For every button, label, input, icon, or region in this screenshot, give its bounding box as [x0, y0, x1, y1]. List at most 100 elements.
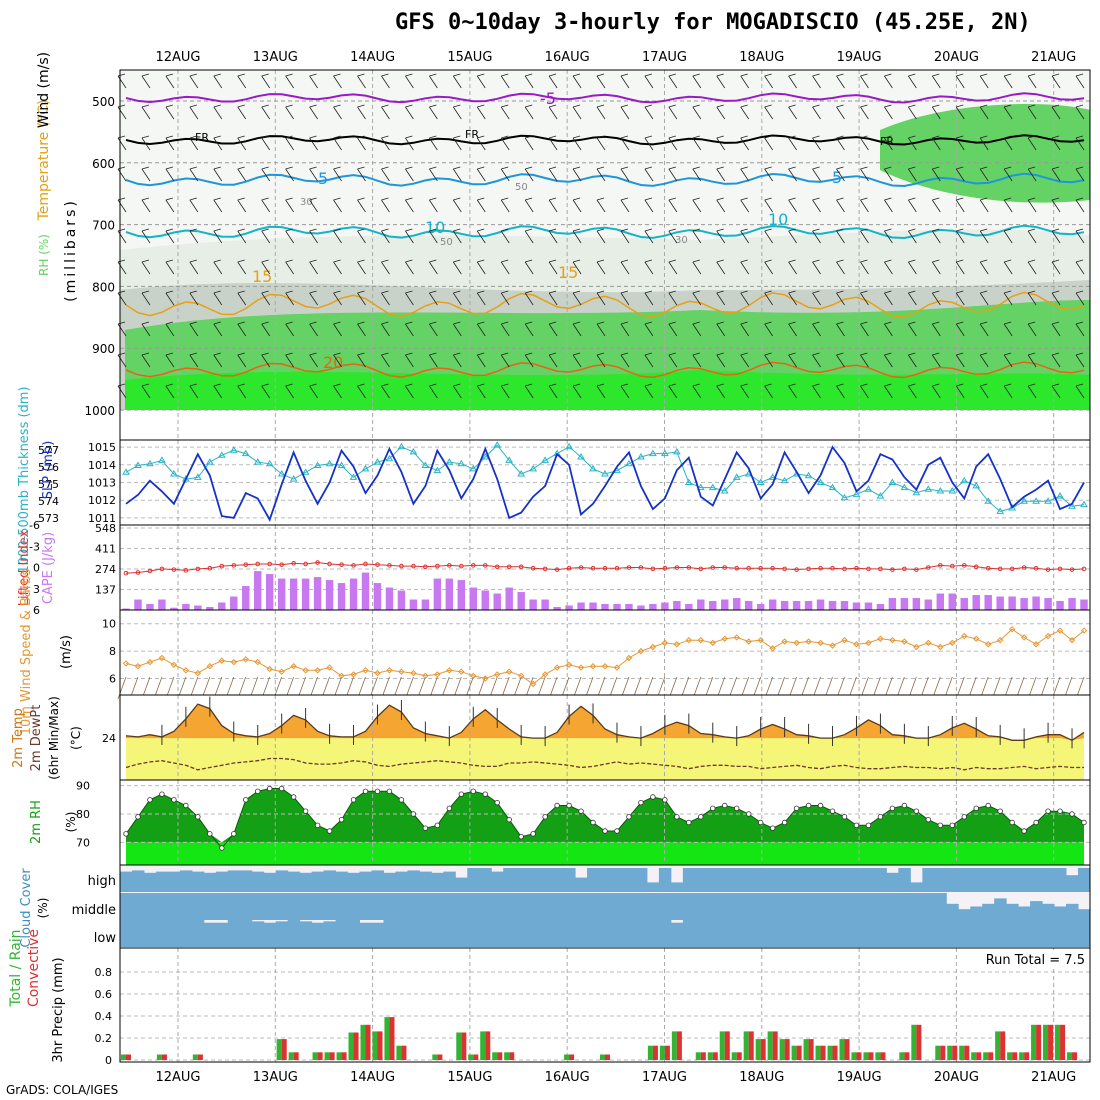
- thickness-point: [313, 461, 322, 468]
- cloud-cover-bar: [874, 920, 887, 947]
- wind-barb: [141, 73, 151, 89]
- cloud-cover-bar: [610, 868, 624, 892]
- lifted-index-point: [1069, 567, 1075, 572]
- precip-convective-bar: [437, 1054, 443, 1060]
- wind10m-point: [661, 639, 669, 647]
- cape-bar: [912, 598, 921, 610]
- rh2m-point: [326, 828, 333, 834]
- date-label-bottom: 16AUG: [545, 1070, 590, 1085]
- wind-barb: [476, 135, 486, 151]
- wind-barb: [381, 135, 390, 151]
- wind-barb: [884, 383, 893, 399]
- cloud-cover-bar: [539, 920, 552, 947]
- wind-barb: [548, 383, 558, 399]
- cloud-cover-bar: [1042, 903, 1055, 920]
- wind-barb: [1051, 104, 1061, 120]
- wind-barb: [237, 228, 247, 244]
- wind-barb: [692, 259, 702, 275]
- wind-barb: [908, 383, 917, 399]
- wind-barb: [979, 197, 989, 213]
- wind-barb: [261, 228, 271, 244]
- cloud-cover-bar: [251, 893, 265, 920]
- ylabel-thickness: 1000-500mb Thickness (dm): [17, 386, 32, 573]
- wind-barb: [309, 383, 318, 399]
- cloud-cover-bar: [1018, 906, 1031, 920]
- lifted-index-point: [590, 565, 596, 571]
- wind-barb: [1027, 259, 1037, 275]
- wind-barb: [405, 197, 414, 213]
- wind-barb: [692, 197, 702, 213]
- rh2m-point: [1009, 819, 1015, 826]
- cloud-cover-bar: [371, 922, 384, 947]
- rh2m-point: [961, 814, 967, 820]
- rh2m-point: [1045, 808, 1051, 814]
- rh2m-point: [913, 808, 920, 814]
- cape-bar: [948, 593, 956, 610]
- thickness-point: [768, 473, 777, 480]
- wind-barb: [692, 104, 702, 120]
- credit-label: GrADS: COLA/IGES: [6, 1083, 119, 1097]
- wind-barb: [405, 166, 414, 182]
- pressure-label: 900: [92, 342, 115, 356]
- precip-total-bar: [803, 1039, 809, 1060]
- wind-barb: [357, 259, 366, 275]
- temp-contour-freezing: [125, 134, 1085, 146]
- precip-tick: 0.6: [95, 988, 113, 1001]
- lifted-index-point: [494, 564, 500, 570]
- date-label-top: 17AUG: [642, 50, 687, 65]
- wind-barb: [524, 321, 534, 337]
- cloud-cover-bar: [958, 868, 971, 892]
- wind-barb: [931, 228, 941, 244]
- thickness-point: [505, 456, 514, 463]
- cloud-cover-bar: [802, 893, 816, 920]
- wind-barb: [1003, 352, 1013, 368]
- cape-bar: [230, 596, 238, 610]
- wind-barb: [788, 290, 797, 306]
- thickness-point: [601, 470, 609, 477]
- precip-convective-bar: [293, 1052, 299, 1060]
- lifted-index-point: [890, 567, 895, 572]
- cloud-cover-bar: [790, 893, 804, 920]
- cloud-cover-bar: [599, 893, 612, 920]
- lifted-index-point: [985, 565, 991, 571]
- wind-barb: [596, 352, 606, 368]
- wind-barb: [285, 259, 294, 275]
- wind-barb: [141, 166, 151, 182]
- slp-line: [125, 445, 1085, 522]
- rh2m-point: [314, 822, 321, 829]
- wind-barb: [1027, 228, 1037, 244]
- wind-barb: [764, 104, 773, 120]
- date-label-bottom: 21AUG: [1031, 1070, 1076, 1085]
- wind-barb: [1051, 228, 1061, 244]
- precip-total-bar: [791, 1045, 797, 1060]
- wind10m-point: [553, 664, 561, 671]
- wind-barb: [812, 383, 821, 399]
- thickness-point: [984, 497, 993, 504]
- cloud-cover-bar: [778, 893, 792, 920]
- cape-bar: [756, 604, 765, 610]
- precip-convective-bar: [197, 1054, 203, 1060]
- wind-barb: [452, 104, 462, 120]
- cloud-cover-bar: [646, 893, 660, 920]
- rh2m-point: [662, 797, 668, 803]
- wind-barb: [1027, 352, 1037, 368]
- cloud-cover-bar: [1006, 868, 1019, 892]
- cloud-cover-bar: [1066, 920, 1079, 947]
- wind-barb: [572, 228, 582, 244]
- wind-barb: [788, 321, 797, 337]
- thickness-point: [672, 447, 681, 455]
- wind10m-point: [984, 641, 992, 648]
- date-label-top: 16AUG: [545, 50, 590, 65]
- cloud-cover-bar: [694, 920, 708, 947]
- cloud-cover-bar: [946, 920, 959, 947]
- rh2m-point: [278, 785, 285, 792]
- rh2m-point: [422, 825, 429, 831]
- cloud-cover-bar: [311, 893, 325, 920]
- wind-barb: [812, 135, 821, 151]
- cloud-cover-bar: [826, 920, 840, 947]
- wind-barb: [1075, 383, 1085, 399]
- precip-total-bar: [707, 1052, 713, 1060]
- wind10m-point: [505, 668, 513, 675]
- precip-total-bar: [671, 1031, 677, 1060]
- thickness-point: [517, 470, 526, 477]
